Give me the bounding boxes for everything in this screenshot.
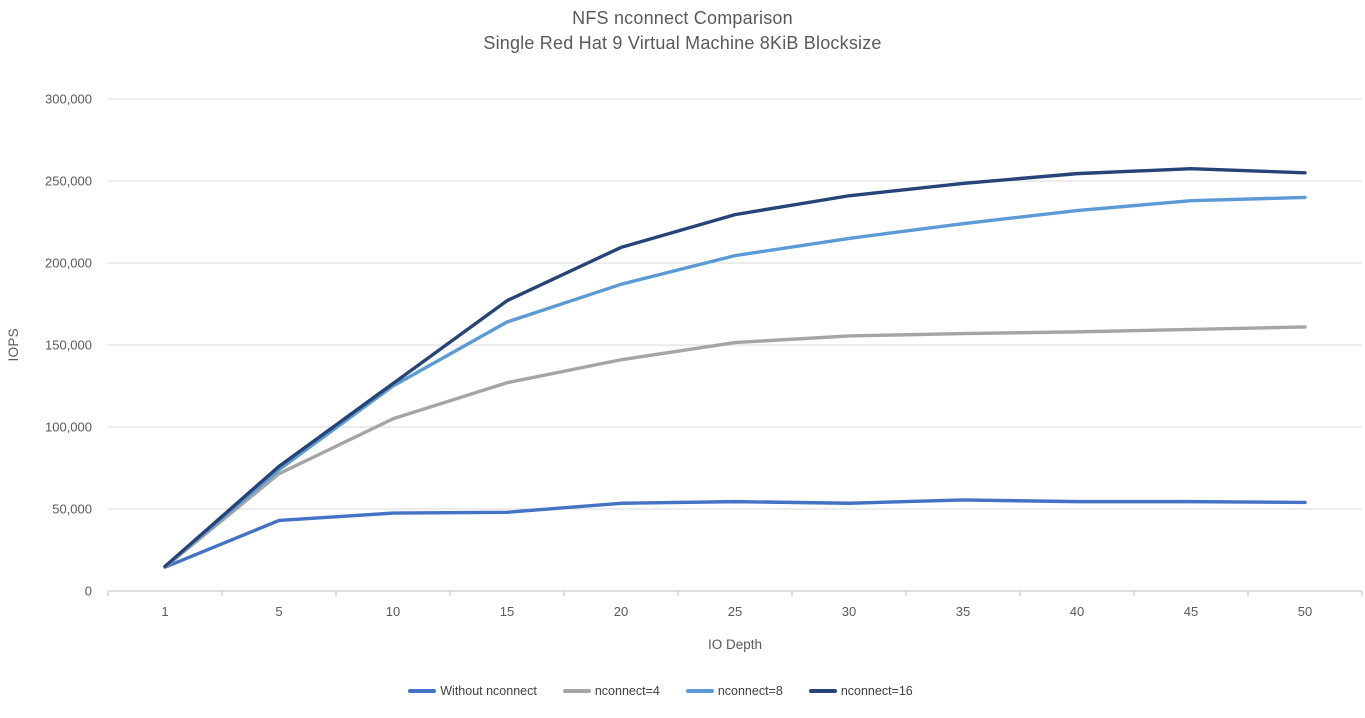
legend: Without nconnect nconnect=4 nconnect=8 ncon… <box>0 684 1343 698</box>
y-tick-label: 250,000 <box>45 174 92 189</box>
y-tick-label: 0 <box>85 584 92 599</box>
legend-line-swatch <box>562 689 591 693</box>
x-axis-title: IO Depth <box>707 637 763 652</box>
legend-label: nconnect=16 <box>840 684 913 698</box>
x-tick-label: 15 <box>500 604 514 619</box>
x-tick-label: 1 <box>161 604 168 619</box>
legend-item-3: nconnect=8 <box>685 684 783 698</box>
x-tick-label: 35 <box>956 604 970 619</box>
legend-line-swatch <box>408 689 437 693</box>
series-line-1 <box>163 498 1307 569</box>
x-tick-label: 40 <box>1070 604 1084 619</box>
legend-item-2: nconnect=4 <box>562 684 660 698</box>
legend-label: nconnect=4 <box>594 684 660 698</box>
chart-subtitle: Single Red Hat 9 Virtual Machine 8KiB Bl… <box>483 33 882 53</box>
x-tick-label: 10 <box>386 604 400 619</box>
x-tick-label: 30 <box>842 604 856 619</box>
x-tick-label: 5 <box>275 604 282 619</box>
legend-label: nconnect=8 <box>717 684 783 698</box>
x-tick-label: 25 <box>728 604 742 619</box>
legend-item-4: nconnect=16 <box>808 684 913 698</box>
legend-line-swatch <box>808 689 837 693</box>
series-line-2 <box>163 325 1307 569</box>
y-tick-label: 200,000 <box>45 256 92 271</box>
x-tick-label: 20 <box>614 604 628 619</box>
legend-item-1: Without nconnect <box>408 684 537 698</box>
y-tick-label: 300,000 <box>45 92 92 107</box>
x-tick-label: 45 <box>1184 604 1198 619</box>
legend-line-swatch <box>685 689 714 693</box>
series-line-4 <box>163 166 1307 569</box>
chart-title: NFS nconnect Comparison <box>572 8 793 28</box>
y-tick-label: 150,000 <box>45 338 92 353</box>
y-tick-label: 100,000 <box>45 420 92 435</box>
legend-label: Without nconnect <box>440 684 537 698</box>
y-tick-label: 50,000 <box>52 502 92 517</box>
chart-title-block: NFS nconnect Comparison Single Red Hat 9… <box>0 6 1365 56</box>
x-tick-label: 50 <box>1298 604 1312 619</box>
series-line-3 <box>163 195 1307 569</box>
